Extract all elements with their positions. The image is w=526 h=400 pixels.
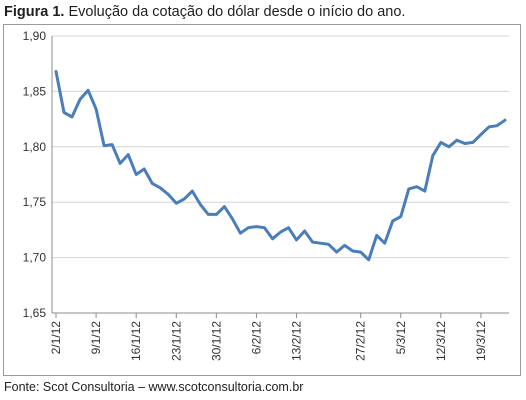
x-tick-label: 12/3/12 xyxy=(434,321,448,361)
x-tick-label: 13/2/12 xyxy=(290,321,304,361)
data-point xyxy=(495,124,499,127)
data-point xyxy=(94,107,98,111)
data-point xyxy=(86,89,90,92)
data-point xyxy=(335,250,338,254)
data-point xyxy=(407,187,410,191)
data-point xyxy=(159,186,162,189)
data-point xyxy=(143,167,146,171)
data-point xyxy=(431,154,434,157)
x-tick-label: 16/1/12 xyxy=(129,321,143,361)
y-tick-label: 1,75 xyxy=(23,195,47,209)
data-point xyxy=(231,217,234,220)
x-tick-label: 19/3/12 xyxy=(474,321,488,361)
y-tick-label: 1,80 xyxy=(23,140,47,154)
gridlines xyxy=(52,35,509,259)
line-chart: 1,65 1,70 1,75 1,80 1,85 1,90 2/1/12 9/1/12 16/… xyxy=(23,29,509,361)
data-point xyxy=(319,242,322,245)
data-point xyxy=(151,182,154,185)
data-point xyxy=(247,226,250,229)
data-point xyxy=(167,193,170,196)
data-point xyxy=(503,119,507,122)
data-point xyxy=(255,225,258,228)
x-axis: 2/1/12 9/1/12 16/1/12 23/1/12 30/1/12 6/2/12 1… xyxy=(49,36,509,361)
figure-caption: Evolução da cotação do dólar desde o iní… xyxy=(68,4,406,20)
data-point xyxy=(375,234,378,237)
data-point xyxy=(455,139,459,142)
data-point xyxy=(471,141,475,144)
data-point xyxy=(463,142,467,145)
data-point xyxy=(263,226,266,229)
data-point xyxy=(367,258,370,261)
data-point xyxy=(447,145,451,148)
x-tick-label: 5/3/12 xyxy=(394,321,408,355)
data-point xyxy=(415,185,418,188)
x-tick-label: 27/2/12 xyxy=(354,321,368,361)
data-point xyxy=(279,230,282,234)
data-point xyxy=(439,141,443,144)
data-point xyxy=(399,215,402,218)
data-point xyxy=(303,229,306,233)
data-point xyxy=(391,219,394,223)
x-tick-label: 23/1/12 xyxy=(169,321,183,361)
chart-frame: 1,65 1,70 1,75 1,80 1,85 1,90 2/1/12 9/1/12 16/… xyxy=(3,24,521,376)
data-point xyxy=(479,133,483,136)
data-point xyxy=(135,173,138,176)
data-point xyxy=(175,202,178,205)
data-point xyxy=(423,189,426,193)
data-point xyxy=(343,244,346,247)
x-tick-label: 30/1/12 xyxy=(209,321,223,361)
data-point xyxy=(102,144,106,147)
y-axis-tick-labels: 1,65 1,70 1,75 1,80 1,85 1,90 xyxy=(23,29,47,320)
x-tick-label: 2/1/12 xyxy=(49,321,63,355)
y-tick-label: 1,90 xyxy=(23,29,47,43)
data-point xyxy=(54,70,58,73)
data-point xyxy=(327,243,330,246)
series-layer xyxy=(54,70,507,262)
data-point xyxy=(311,240,314,244)
figure-title: Figura 1. Evolução da cotação do dólar d… xyxy=(4,4,522,20)
data-point xyxy=(78,98,82,101)
data-point xyxy=(351,249,354,253)
figure-source: Fonte: Scot Consultoria – www.scotconsul… xyxy=(4,380,304,394)
data-point xyxy=(487,125,491,129)
data-point xyxy=(223,205,226,208)
data-point xyxy=(287,226,290,229)
data-point xyxy=(207,213,210,216)
y-tick-label: 1,85 xyxy=(23,84,47,98)
data-point xyxy=(271,237,274,240)
data-point xyxy=(62,111,66,114)
x-tick-label: 9/1/12 xyxy=(89,321,103,355)
data-point xyxy=(359,250,362,254)
data-point xyxy=(295,238,298,242)
data-point xyxy=(215,213,218,216)
data-point xyxy=(199,203,202,206)
data-point xyxy=(183,197,186,201)
data-point xyxy=(127,153,130,156)
data-point xyxy=(70,115,74,119)
data-point xyxy=(191,189,194,193)
y-tick-label: 1,65 xyxy=(23,306,47,320)
data-point xyxy=(383,242,386,245)
data-point xyxy=(110,143,114,146)
data-point xyxy=(118,162,122,165)
y-tick-label: 1,70 xyxy=(23,251,47,265)
data-point xyxy=(239,232,242,235)
figure-label: Figura 1. xyxy=(4,4,65,20)
x-tick-label: 6/2/12 xyxy=(249,321,263,355)
